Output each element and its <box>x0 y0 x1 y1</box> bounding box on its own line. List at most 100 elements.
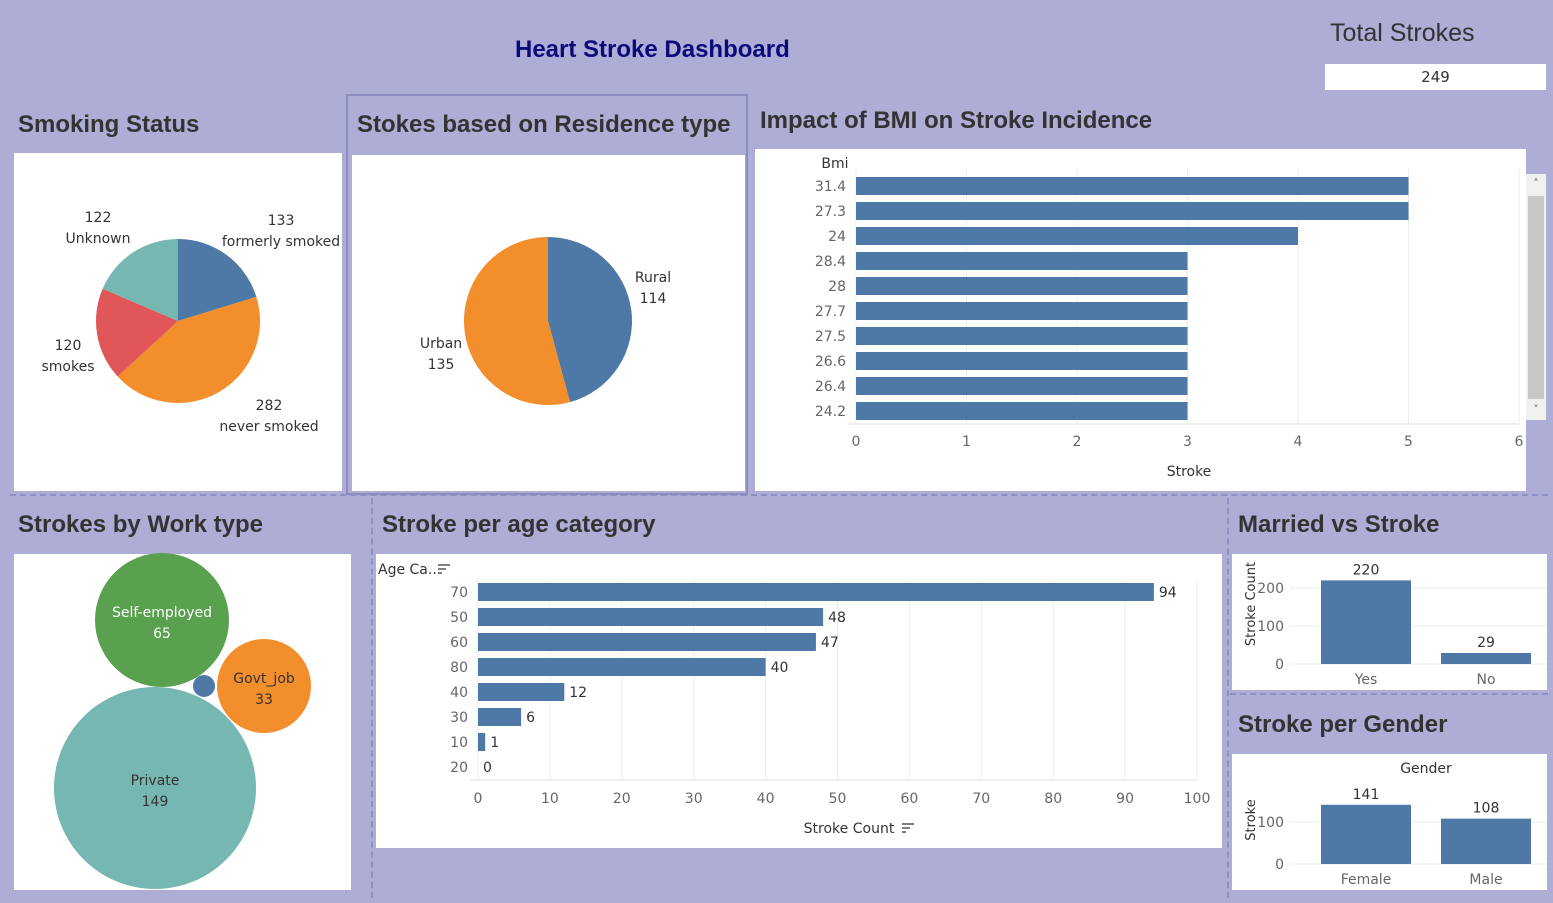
y-tick-label: 28.4 <box>815 254 846 270</box>
bar-50[interactable] <box>478 608 824 626</box>
y-tick-label: 100 <box>1257 815 1284 831</box>
bar-28-4[interactable] <box>856 252 1188 270</box>
x-tick-label: 20 <box>613 791 631 807</box>
y-tick-label: 80 <box>450 660 468 676</box>
x-tick-label: Female <box>1341 872 1392 888</box>
work-bubble-chart[interactable]: Self-employed 65 Govt_job 33 Private 149 <box>14 553 351 890</box>
bubble-govt-job[interactable] <box>217 639 311 733</box>
pie-slice-never-smoked[interactable] <box>117 296 260 403</box>
bar-27-5[interactable] <box>856 327 1188 345</box>
slice-name-label: Rural <box>635 270 671 286</box>
bubble-other[interactable] <box>193 675 215 697</box>
x-tick-label: 30 <box>685 791 703 807</box>
x-tick-label: No <box>1476 672 1495 688</box>
bar-28[interactable] <box>856 277 1188 295</box>
bar-80[interactable] <box>478 658 766 676</box>
bar-male[interactable] <box>1441 818 1531 864</box>
bar-26-4[interactable] <box>856 377 1188 395</box>
smoking-pie[interactable]: 133 formerly smoked 282 never smoked 120 smok… <box>14 153 342 491</box>
gender-chart[interactable]: 0 100 141 Female 108 Male Stroke Gender <box>1232 754 1547 890</box>
y-tick-label: 24.2 <box>815 404 846 420</box>
slice-value-label: 120 <box>55 338 82 354</box>
bar-yes[interactable] <box>1321 580 1411 664</box>
bubble-name-label: Govt_job <box>233 671 295 687</box>
slice-name-label: Unknown <box>66 231 131 247</box>
gender-bar-chart[interactable]: 0 100 141 Female 108 Male Stroke Gender <box>1232 754 1547 890</box>
bmi-bar-chart[interactable]: 0 1 2 3 4 5 6 31.4 27.3 24 28.4 28 27.7 27.5 26.6 26.4 2… <box>755 149 1526 491</box>
pie-slice-formerly-smoked[interactable] <box>178 239 257 321</box>
residence-chart[interactable]: Rural 114 Urban 135 <box>352 155 745 491</box>
y-tick-label: 0 <box>1275 857 1284 873</box>
bubble-name-label: Self-employed <box>112 605 212 621</box>
bar-24-2[interactable] <box>856 402 1188 420</box>
y-tick-label: 28 <box>828 279 846 295</box>
bubble-private[interactable] <box>54 687 256 889</box>
x-tick-label: 0 <box>852 434 861 450</box>
bar-27-3[interactable] <box>856 202 1409 220</box>
bar-value-label: 220 <box>1353 562 1380 578</box>
scroll-down-icon[interactable]: ˅ <box>1533 403 1539 416</box>
y-tick-label: 70 <box>450 585 468 601</box>
work-chart[interactable]: Self-employed 65 Govt_job 33 Private 149 <box>14 553 351 890</box>
bar-value-label: 47 <box>821 635 839 651</box>
bar-27-7[interactable] <box>856 302 1188 320</box>
y-tick-label: 10 <box>450 735 468 751</box>
gender-title: Stroke per Gender <box>1238 711 1448 738</box>
y-tick-label: 26.6 <box>815 354 846 370</box>
sort-icon[interactable] <box>902 823 914 833</box>
married-bar-chart[interactable]: 0 100 200 220 Yes 29 No Stroke Count <box>1232 554 1547 690</box>
x-tick-label: Yes <box>1354 672 1378 688</box>
pie-slice-urban[interactable] <box>463 237 570 405</box>
bubble-value-label: 65 <box>153 626 171 642</box>
bar-value-label: 6 <box>526 710 535 726</box>
y-axis-title: Stroke Count <box>1244 562 1259 646</box>
bar-female[interactable] <box>1321 804 1411 864</box>
column-divider-left <box>371 498 373 898</box>
bar-31-4[interactable] <box>856 177 1409 195</box>
bar-24[interactable] <box>856 227 1298 245</box>
scrollbar-thumb[interactable] <box>1528 196 1544 399</box>
age-chart[interactable]: 0 10 20 30 40 50 60 70 80 90 100 70 94 50 48 60 47 80 40 40… <box>376 554 1222 848</box>
bmi-chart[interactable]: 0 1 2 3 4 5 6 31.4 27.3 24 28.4 28 27.7 27.5 26.6 26.4 2… <box>755 149 1526 491</box>
residence-pie[interactable]: Rural 114 Urban 135 <box>352 155 745 491</box>
x-tick-label: 70 <box>972 791 990 807</box>
right-divider <box>1230 693 1548 695</box>
bar-no[interactable] <box>1441 652 1531 664</box>
x-tick-label: 100 <box>1184 791 1211 807</box>
married-chart[interactable]: 0 100 200 220 Yes 29 No Stroke Count <box>1232 554 1547 690</box>
smoking-chart[interactable]: 133 formerly smoked 282 never smoked 120 smok… <box>14 153 342 491</box>
y-tick-label: 0 <box>1275 657 1284 673</box>
bubble-self-employed[interactable] <box>95 553 229 687</box>
bar-26-6[interactable] <box>856 352 1188 370</box>
married-title: Married vs Stroke <box>1238 511 1440 538</box>
y-tick-label: 27.3 <box>815 204 846 220</box>
row-divider <box>10 494 1548 496</box>
sort-icon[interactable] <box>438 564 450 574</box>
pie-slice-smokes[interactable] <box>96 288 178 377</box>
x-tick-label: 60 <box>900 791 918 807</box>
bar-value-label: 94 <box>1159 585 1177 601</box>
column-header: Gender <box>1400 761 1452 777</box>
y-tick-label: 60 <box>450 635 468 651</box>
bar-70[interactable] <box>478 583 1154 601</box>
slice-value-label: 133 <box>268 213 295 229</box>
bar-30[interactable] <box>478 708 522 726</box>
slice-value-label: 282 <box>256 398 283 414</box>
bar-60[interactable] <box>478 633 816 651</box>
bubble-value-label: 149 <box>142 794 169 810</box>
bar-value-label: 0 <box>483 760 492 776</box>
bubble-value-label: 33 <box>255 692 273 708</box>
pie-slice-rural[interactable] <box>548 237 632 403</box>
x-axis-title: Stroke <box>1167 464 1212 480</box>
y-tick-label: 100 <box>1257 619 1284 635</box>
bar-40[interactable] <box>478 683 565 701</box>
bar-10[interactable] <box>478 733 486 751</box>
bmi-scrollbar[interactable]: ˄ ˅ <box>1526 174 1546 420</box>
y-tick-label: 30 <box>450 710 468 726</box>
pie-slice-unknown[interactable] <box>102 239 178 321</box>
bubble-name-label: Private <box>131 773 180 789</box>
scroll-up-icon[interactable]: ˄ <box>1533 177 1539 190</box>
bar-value-label: 40 <box>771 660 789 676</box>
slice-name-label: smokes <box>41 359 94 375</box>
